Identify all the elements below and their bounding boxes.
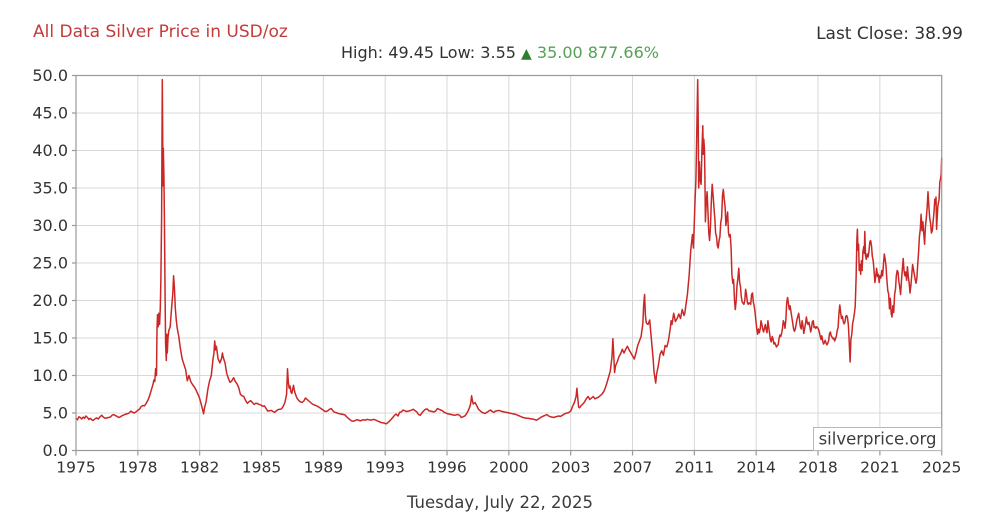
y-axis-label: 0.0 xyxy=(43,441,68,460)
y-axis-label: 10.0 xyxy=(32,366,68,385)
x-axis-label: 1985 xyxy=(242,459,281,477)
x-axis-label: 1982 xyxy=(180,459,219,477)
x-axis-label: 1989 xyxy=(304,459,343,477)
y-axis-label: 35.0 xyxy=(32,179,68,198)
x-axis-label: 2018 xyxy=(798,459,837,477)
x-axis-label: 2014 xyxy=(736,459,775,477)
watermark-text: silverprice.org xyxy=(819,430,937,449)
change-value: 35.00 xyxy=(536,43,583,62)
price-line xyxy=(75,78,943,425)
change-percent: 877.66% xyxy=(587,43,659,62)
last-close: Last Close: 38.99 xyxy=(816,24,963,44)
y-axis-label: 25.0 xyxy=(32,254,68,273)
y-axis-label: 50.0 xyxy=(32,66,68,85)
low-value: 3.55 xyxy=(480,43,516,62)
x-axis-label: 2021 xyxy=(860,459,899,477)
last-close-label: Last Close: xyxy=(816,24,909,44)
x-axis-label: 2000 xyxy=(489,459,528,477)
last-close-value: 38.99 xyxy=(914,24,963,44)
y-axis-label: 40.0 xyxy=(32,141,68,160)
x-axis-label: 1993 xyxy=(365,459,404,477)
high-label: High: xyxy=(341,43,384,62)
y-axis-label: 30.0 xyxy=(32,216,68,235)
up-arrow-icon: ▲ xyxy=(521,46,532,62)
y-axis-label: 20.0 xyxy=(32,291,68,310)
x-axis-label: 1975 xyxy=(56,459,95,477)
x-axis-label: 2007 xyxy=(613,459,652,477)
low-label: Low: xyxy=(439,43,476,62)
chart-stats-line: High: 49.45 Low: 3.55 ▲ 35.00 877.66% xyxy=(0,43,1000,62)
chart-title: All Data Silver Price in USD/oz xyxy=(33,22,288,42)
x-axis-label: 2025 xyxy=(922,459,961,477)
date-caption: Tuesday, July 22, 2025 xyxy=(406,493,593,512)
y-axis-label: 5.0 xyxy=(43,404,68,423)
x-axis-label: 1996 xyxy=(427,459,466,477)
high-value: 49.45 xyxy=(388,43,435,62)
x-axis-label: 2003 xyxy=(551,459,590,477)
x-axis-label: 2011 xyxy=(675,459,714,477)
x-axis-label: 1978 xyxy=(118,459,157,477)
y-axis-label: 15.0 xyxy=(32,329,68,348)
watermark-box xyxy=(813,427,942,451)
y-axis-label: 45.0 xyxy=(32,104,68,123)
